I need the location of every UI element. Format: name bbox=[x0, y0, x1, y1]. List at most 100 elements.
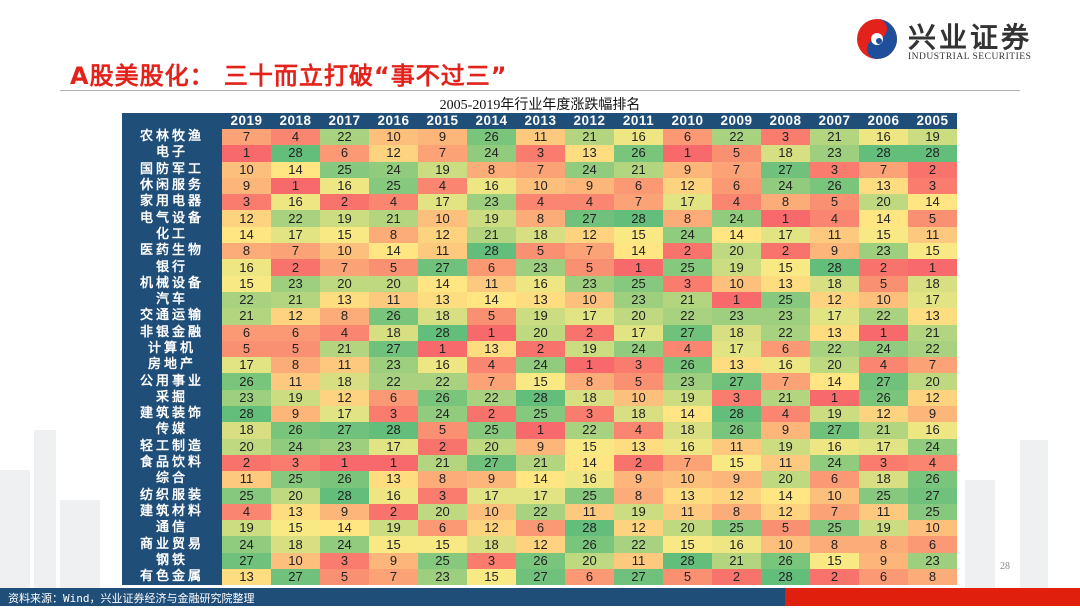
rank-cell: 16 bbox=[663, 438, 712, 455]
rank-cell: 17 bbox=[320, 406, 369, 423]
rank-cell: 17 bbox=[418, 194, 467, 211]
rank-cell: 26 bbox=[320, 471, 369, 488]
table-row: 国防军工 10 14 25 24 19 8 7 24 21 9 7 27 3 7 2 bbox=[122, 161, 957, 178]
rank-cell: 25 bbox=[271, 471, 320, 488]
rank-cell: 5 bbox=[859, 275, 908, 292]
footer-bar-blue bbox=[0, 588, 785, 606]
rank-cell: 13 bbox=[516, 291, 565, 309]
rank-cell: 6 bbox=[663, 129, 712, 146]
rank-cell: 17 bbox=[908, 291, 957, 309]
rank-cell: 8 bbox=[712, 503, 761, 521]
rank-cell: 19 bbox=[712, 259, 761, 276]
rank-cell: 19 bbox=[663, 389, 712, 407]
rank-cell: 27 bbox=[467, 454, 516, 472]
rank-cell: 1 bbox=[565, 357, 614, 374]
rank-cell: 26 bbox=[810, 177, 859, 195]
rank-cell: 26 bbox=[565, 536, 614, 553]
rank-cell: 16 bbox=[222, 259, 271, 276]
year-header: 2006 bbox=[859, 113, 908, 129]
rank-cell: 15 bbox=[271, 520, 320, 537]
rank-cell: 23 bbox=[663, 373, 712, 390]
rank-cell: 11 bbox=[271, 373, 320, 390]
rank-cell: 2 bbox=[271, 259, 320, 276]
rank-cell: 12 bbox=[418, 226, 467, 244]
rank-cell: 23 bbox=[761, 308, 810, 325]
rank-cell: 16 bbox=[908, 422, 957, 439]
industry-label: 化工 bbox=[122, 226, 222, 244]
table-row: 钢铁 27 10 3 9 25 3 26 20 11 28 21 26 15 9 23 bbox=[122, 552, 957, 570]
rank-cell: 11 bbox=[418, 243, 467, 260]
rank-cell: 4 bbox=[369, 194, 418, 211]
industry-label: 电气设备 bbox=[122, 210, 222, 227]
rank-cell: 11 bbox=[614, 552, 663, 570]
rank-cell: 15 bbox=[418, 536, 467, 553]
rank-cell: 9 bbox=[908, 406, 957, 423]
rank-cell: 8 bbox=[565, 373, 614, 390]
background-skyline bbox=[1020, 440, 1048, 588]
background-skyline bbox=[60, 500, 100, 588]
rank-cell: 6 bbox=[467, 259, 516, 276]
rank-cell: 25 bbox=[369, 177, 418, 195]
rank-cell: 5 bbox=[565, 259, 614, 276]
rank-cell: 23 bbox=[418, 569, 467, 586]
rank-cell: 13 bbox=[222, 569, 271, 586]
rank-cell: 16 bbox=[418, 357, 467, 374]
rank-cell: 21 bbox=[418, 454, 467, 472]
rank-cell: 23 bbox=[810, 145, 859, 162]
industry-label: 银行 bbox=[122, 259, 222, 276]
rank-cell: 25 bbox=[467, 422, 516, 439]
rank-cell: 8 bbox=[418, 471, 467, 488]
background-skyline bbox=[34, 430, 56, 588]
rank-cell: 18 bbox=[565, 389, 614, 407]
rank-cell: 22 bbox=[908, 340, 957, 358]
rank-cell: 12 bbox=[712, 487, 761, 504]
rank-cell: 7 bbox=[663, 454, 712, 472]
rank-cell: 12 bbox=[222, 210, 271, 227]
rank-cell: 16 bbox=[614, 129, 663, 146]
logo-swirl-icon bbox=[857, 19, 897, 59]
table-row: 计算机 5 5 21 27 1 13 2 19 24 4 17 6 22 24 22 bbox=[122, 340, 957, 358]
rank-cell: 6 bbox=[565, 569, 614, 586]
rank-cell: 21 bbox=[614, 161, 663, 178]
table-row: 轻工制造 20 24 23 17 2 20 9 15 13 16 11 19 16 17 24 bbox=[122, 438, 957, 455]
rank-cell: 8 bbox=[271, 357, 320, 374]
rank-cell: 19 bbox=[859, 520, 908, 537]
rank-cell: 20 bbox=[859, 194, 908, 211]
rank-cell: 19 bbox=[467, 210, 516, 227]
rank-cell: 10 bbox=[908, 520, 957, 537]
rank-cell: 2 bbox=[222, 454, 271, 472]
rank-cell: 4 bbox=[663, 340, 712, 358]
rank-cell: 5 bbox=[810, 194, 859, 211]
rank-cell: 18 bbox=[761, 145, 810, 162]
rank-cell: 16 bbox=[761, 357, 810, 374]
rank-cell: 10 bbox=[516, 177, 565, 195]
rank-cell: 1 bbox=[467, 324, 516, 341]
rank-cell: 5 bbox=[516, 243, 565, 260]
rank-cell: 24 bbox=[222, 536, 271, 553]
rank-cell: 10 bbox=[859, 291, 908, 309]
rank-cell: 6 bbox=[271, 324, 320, 341]
year-header: 2014 bbox=[467, 113, 516, 129]
rank-cell: 28 bbox=[712, 406, 761, 423]
rank-cell: 18 bbox=[418, 308, 467, 325]
rank-cell: 11 bbox=[320, 357, 369, 374]
rank-cell: 26 bbox=[761, 552, 810, 570]
rank-cell: 15 bbox=[859, 226, 908, 244]
year-header: 2017 bbox=[320, 113, 369, 129]
rank-cell: 19 bbox=[271, 389, 320, 407]
rank-cell: 1 bbox=[712, 291, 761, 309]
rank-cell: 19 bbox=[810, 406, 859, 423]
rank-cell: 8 bbox=[516, 210, 565, 227]
rank-cell: 9 bbox=[418, 129, 467, 146]
year-header: 2009 bbox=[712, 113, 761, 129]
rank-cell: 13 bbox=[271, 503, 320, 521]
rank-cell: 22 bbox=[516, 503, 565, 521]
industry-label: 农林牧渔 bbox=[122, 129, 222, 146]
background-skyline bbox=[965, 480, 995, 588]
rank-cell: 21 bbox=[369, 210, 418, 227]
year-header: 2016 bbox=[369, 113, 418, 129]
rank-cell: 24 bbox=[663, 226, 712, 244]
rank-cell: 25 bbox=[908, 503, 957, 521]
rank-cell: 3 bbox=[565, 406, 614, 423]
rank-cell: 18 bbox=[369, 324, 418, 341]
